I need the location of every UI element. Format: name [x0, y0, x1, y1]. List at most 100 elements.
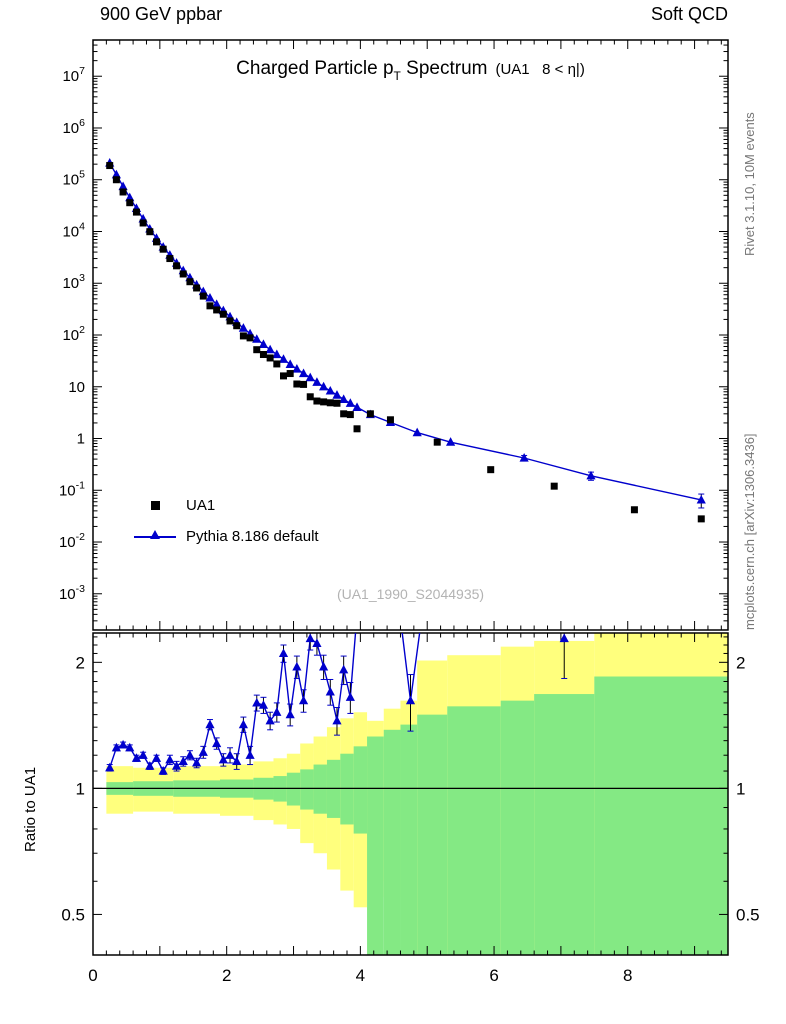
pythia-point	[305, 372, 315, 382]
legend-label-mc: Pythia 8.186 default	[186, 528, 319, 545]
ratio-y-axis-title: Ratio to UA1	[22, 766, 39, 852]
ua1-point	[286, 370, 294, 378]
ratio-point	[258, 700, 269, 709]
ratio-point	[345, 692, 355, 701]
ua1-point	[106, 162, 114, 170]
chart-title-rest: Spectrum	[400, 58, 488, 79]
pythia-point	[345, 398, 355, 407]
ua1-point	[112, 176, 120, 184]
ua1-point	[259, 350, 267, 358]
pythia-point	[292, 364, 302, 373]
main-y-tick-label: 106	[62, 117, 85, 137]
legend: UA1 Pythia 8.186 default	[132, 490, 319, 552]
ua1-point	[126, 199, 134, 207]
ratio-point	[171, 761, 182, 770]
ua1-point	[550, 482, 558, 490]
ua1-point	[340, 410, 348, 418]
ua1-point	[320, 398, 328, 406]
ratio-series	[105, 566, 569, 775]
main-y-tick-label: 10-1	[59, 479, 85, 499]
ratio-point	[178, 756, 188, 765]
ua1-point	[266, 354, 274, 362]
ratio-point	[118, 739, 128, 749]
mc-triangle-line-icon	[132, 529, 178, 539]
ratio-point	[138, 750, 148, 759]
ratio-point	[305, 633, 315, 643]
pythia-series	[105, 158, 706, 509]
pythia-line	[109, 162, 702, 501]
legend-item-mc: Pythia 8.186 default	[132, 521, 319, 552]
main-y-tick-label: 10-2	[59, 531, 85, 551]
ua1-point	[199, 292, 207, 300]
pythia-point	[696, 494, 706, 504]
legend-item-data: UA1	[132, 490, 319, 521]
pythia-point	[298, 368, 309, 378]
ratio-y-tick-label-right: 1	[736, 779, 745, 798]
chart-title: Charged Particle pT Spectrum (UA1 8 < η|)	[93, 58, 728, 83]
ua1-point	[239, 332, 247, 340]
ua1-point	[206, 302, 214, 310]
ua1-point	[630, 506, 638, 514]
ratio-point	[125, 742, 135, 752]
chart-title-suffix: (UA1 8 < η|)	[495, 61, 585, 78]
ua1-point	[179, 270, 187, 278]
pythia-point	[205, 292, 215, 302]
ratio-point	[218, 754, 228, 764]
x-tick-label: 8	[623, 966, 632, 985]
pythia-point	[238, 323, 248, 332]
header-beam-label: 900 GeV ppbar	[100, 4, 223, 24]
ua1-point	[433, 438, 441, 446]
ratio-point	[559, 633, 569, 643]
ratio-point	[252, 697, 262, 707]
ratio-point	[192, 757, 202, 767]
ratio-point	[131, 753, 142, 762]
ua1-point	[697, 515, 705, 523]
chart-title-main: Charged Particle p	[236, 58, 394, 79]
ua1-point	[153, 238, 160, 246]
ua1-point	[366, 410, 374, 418]
pythia-point	[258, 339, 269, 348]
ratio-point	[339, 664, 349, 674]
main-y-tick-label: 104	[62, 220, 85, 240]
ratio-y-tick-label-left: 0.5	[61, 905, 85, 924]
ratio-point	[185, 750, 195, 759]
pythia-point	[339, 394, 349, 403]
ratio-point	[232, 756, 242, 765]
main-y-tick-label: 103	[62, 272, 85, 292]
ua1-point	[233, 322, 241, 330]
ratio-point	[205, 719, 215, 729]
pythia-point	[325, 385, 335, 395]
ratio-y-tick-label-left: 1	[76, 779, 85, 798]
ua1-point	[132, 208, 140, 216]
pythia-point	[319, 381, 329, 391]
pythia-point	[352, 402, 362, 411]
ratio-point	[158, 766, 168, 775]
ratio-y-tick-label-right: 0.5	[736, 905, 760, 924]
pythia-point	[586, 470, 596, 480]
header-process-label: Soft QCD	[650, 4, 728, 24]
ratio-y-tick-labels: 0.5 0.5 1 1 2 2	[61, 653, 759, 924]
main-y-tick-label: 107	[62, 65, 85, 85]
pythia-point	[111, 169, 121, 179]
ua1-series	[106, 162, 705, 523]
ua1-point	[159, 245, 167, 253]
x-tick-label: 0	[88, 966, 97, 985]
ratio-point	[245, 750, 255, 759]
ratio-point	[285, 709, 295, 719]
ua1-point	[253, 346, 261, 354]
ratio-point	[366, 566, 375, 575]
ua1-point	[346, 411, 354, 419]
ratio-point	[151, 753, 162, 762]
ratio-point	[312, 638, 322, 647]
pythia-point	[272, 349, 282, 359]
ua1-point	[139, 219, 147, 227]
main-y-tick-label: 10	[68, 379, 85, 396]
ratio-point	[198, 747, 208, 756]
pythia-point	[118, 181, 128, 191]
x-axis-tick-labels: 0 2 4 6 8	[88, 966, 632, 985]
legend-label-data: UA1	[186, 497, 216, 514]
ratio-point	[423, 572, 432, 581]
pythia-point	[125, 192, 135, 202]
main-y-tick-label: 10-3	[59, 583, 85, 603]
main-y-tick-label: 1	[77, 431, 85, 448]
